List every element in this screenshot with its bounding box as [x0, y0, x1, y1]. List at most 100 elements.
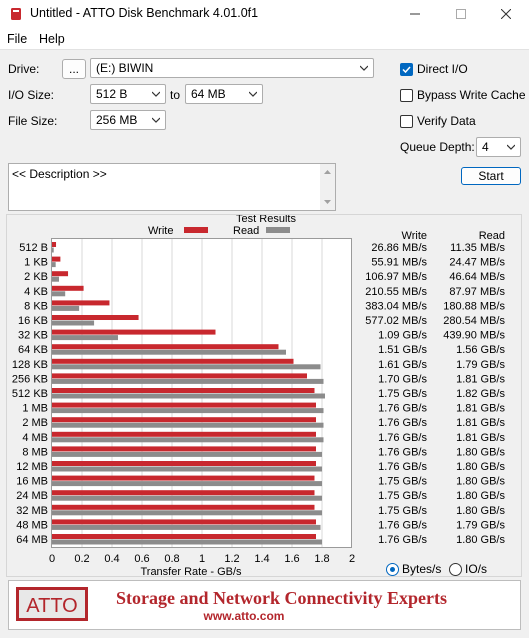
banner-tagline: Storage and Network Connectivity Experts [116, 588, 447, 608]
write-bar [52, 315, 139, 320]
io-size-to-value: 64 MB [191, 87, 226, 101]
bypass-write-cache-checkbox[interactable]: Bypass Write Cache [400, 88, 526, 102]
write-rate-value: 106.97 MB/s [365, 271, 427, 283]
verify-data-checkbox[interactable]: Verify Data [400, 114, 476, 128]
atto-banner[interactable]: ATTO Storage and Network Connectivity Ex… [8, 580, 521, 630]
category-label: 64 KB [18, 344, 48, 356]
read-column-header: Read [479, 230, 505, 242]
x-tick-label: 1.2 [224, 553, 239, 565]
atto-logo: ATTO [26, 595, 77, 617]
read-bar [52, 451, 322, 457]
description-box[interactable]: << Description >> [8, 163, 336, 211]
x-tick-label: 0 [49, 553, 55, 565]
file-size-value: 256 MB [96, 113, 138, 127]
chevron-down-icon [152, 91, 160, 97]
x-axis-title: Transfer Rate - GB/s [140, 566, 242, 578]
read-rate-value: 24.47 MB/s [449, 257, 505, 269]
x-tick-label: 2 [349, 553, 355, 565]
io-size-from-value: 512 B [96, 87, 128, 101]
write-bar [52, 256, 61, 262]
bytes-per-sec-radio[interactable]: Bytes/s [386, 562, 441, 576]
minimize-button[interactable] [392, 0, 438, 28]
write-rate-value: 1.75 GB/s [378, 388, 427, 400]
maximize-icon [456, 9, 466, 19]
write-rate-value: 1.76 GB/s [378, 432, 427, 444]
description-scrollbar[interactable] [320, 164, 335, 210]
write-bar [52, 285, 84, 291]
read-rate-value: 1.81 GB/s [456, 417, 505, 429]
queue-depth-label: Queue Depth: [400, 140, 475, 154]
read-bar [52, 364, 321, 370]
close-icon [501, 9, 511, 19]
read-bar [52, 422, 324, 428]
window-title: Untitled - ATTO Disk Benchmark 4.01.0f1 [30, 6, 259, 20]
legend-write-swatch [184, 227, 208, 233]
menu-file[interactable]: File [7, 32, 28, 46]
category-label: 4 MB [22, 432, 48, 444]
read-bar [52, 305, 80, 311]
write-rate-value: 1.75 GB/s [378, 490, 427, 502]
browse-button[interactable]: ... [62, 59, 86, 79]
checkbox-unchecked-icon [400, 114, 413, 128]
read-rate-value: 46.64 MB/s [449, 271, 505, 283]
x-tick-label: 1.6 [284, 553, 299, 565]
io-size-from-select[interactable]: 512 B [90, 84, 166, 104]
write-bar [52, 431, 316, 437]
menu-help[interactable]: Help [39, 32, 65, 46]
category-label: 24 MB [16, 490, 48, 502]
file-size-select[interactable]: 256 MB [90, 110, 166, 130]
read-bar [52, 466, 322, 472]
category-label: 1 KB [24, 257, 48, 269]
chevron-down-icon [507, 144, 515, 150]
write-rate-value: 26.86 MB/s [371, 242, 427, 254]
read-bar [52, 524, 321, 530]
title-bar[interactable]: Untitled - ATTO Disk Benchmark 4.01.0f1 [0, 0, 529, 28]
description-text: << Description >> [12, 167, 107, 181]
category-label: 32 KB [18, 330, 48, 342]
category-label: 16 MB [16, 476, 48, 488]
read-rate-value: 11.35 MB/s [450, 242, 505, 254]
category-label: 8 KB [24, 300, 48, 312]
read-rate-value: 1.82 GB/s [456, 388, 505, 400]
write-bar [52, 271, 69, 277]
maximize-button[interactable] [438, 0, 484, 28]
menu-bar: File Help [0, 28, 529, 50]
category-label: 2 MB [22, 417, 48, 429]
queue-depth-select[interactable]: 4 [476, 137, 521, 157]
legend-write-label: Write [148, 225, 173, 237]
x-tick-label: 1.4 [254, 553, 269, 565]
io-size-to-select[interactable]: 64 MB [185, 84, 263, 104]
radio-selected-icon [386, 562, 399, 576]
read-bar [52, 378, 324, 384]
drive-select-value: (E:) BIWIN [96, 61, 154, 75]
read-bar [52, 510, 322, 516]
category-label: 1 MB [22, 403, 48, 415]
x-tick-label: 0.6 [134, 553, 149, 565]
write-bar [52, 446, 316, 452]
drive-label: Drive: [8, 62, 40, 76]
write-rate-value: 1.09 GB/s [378, 330, 427, 342]
direct-io-label: Direct I/O [417, 62, 468, 76]
read-bar [52, 539, 322, 545]
read-rate-value: 439.90 MB/s [443, 330, 505, 342]
file-size-label: File Size: [8, 114, 58, 128]
read-bar [52, 495, 322, 501]
drive-select[interactable]: (E:) BIWIN [90, 58, 374, 78]
x-tick-label: 0.8 [164, 553, 179, 565]
write-rate-value: 1.76 GB/s [378, 534, 427, 546]
write-rate-value: 210.55 MB/s [365, 286, 427, 298]
app-icon [11, 8, 21, 20]
write-rate-value: 1.70 GB/s [378, 373, 427, 385]
category-label: 256 KB [12, 373, 48, 385]
close-button[interactable] [483, 0, 529, 28]
scroll-up-icon [324, 170, 331, 174]
write-bar [52, 461, 316, 466]
read-bar [52, 335, 118, 341]
category-label: 48 MB [16, 519, 48, 531]
direct-io-checkbox[interactable]: Direct I/O [400, 62, 468, 76]
start-button[interactable]: Start [461, 167, 521, 185]
read-rate-value: 180.88 MB/s [443, 300, 505, 312]
write-rate-value: 1.76 GB/s [378, 403, 427, 415]
io-per-sec-radio[interactable]: IO/s [449, 562, 487, 576]
category-label: 512 B [19, 242, 48, 254]
